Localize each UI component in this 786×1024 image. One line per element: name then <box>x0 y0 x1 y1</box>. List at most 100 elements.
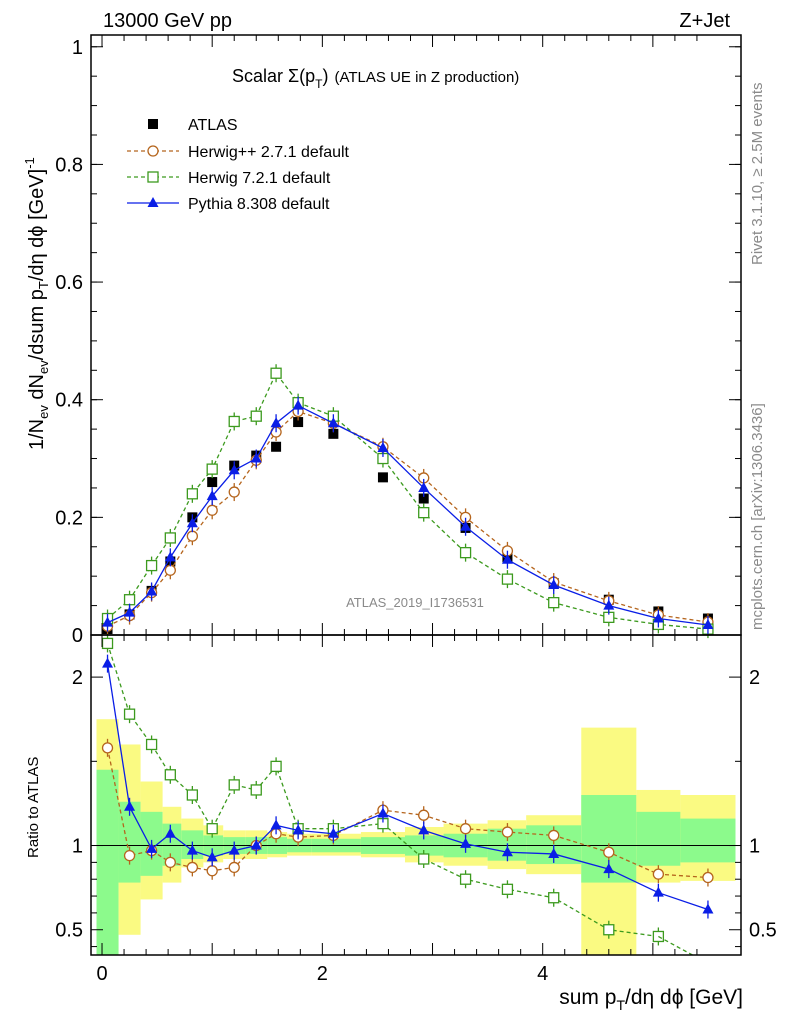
pythia-point <box>292 824 304 835</box>
pythia-point <box>460 520 472 531</box>
herwig7-point <box>123 594 136 606</box>
herwigpp-point <box>501 826 514 838</box>
pythia-point <box>603 863 615 874</box>
band-inner-segment <box>636 811 681 866</box>
pythia-point <box>292 399 304 410</box>
legend-item-herwigpp: Herwig++ 2.7.1 default <box>127 144 350 161</box>
herwig7-point <box>270 760 282 773</box>
pythia-point <box>548 579 560 589</box>
band-inner-segment <box>96 769 119 955</box>
pythia-point <box>146 585 158 596</box>
atlas-data-point <box>377 472 388 483</box>
x-axis-label: sum pT/dη dϕ [GeV] <box>559 986 743 1013</box>
herwigpp-point <box>206 865 218 877</box>
pythia-point <box>147 197 159 207</box>
atlas-data-point <box>271 441 282 452</box>
main-y-tick-label: 0.4 <box>55 390 83 412</box>
legend: ATLAS Herwig++ 2.7.1 default Herwig 7.2.1 … <box>127 117 350 213</box>
herwigpp-point <box>123 849 136 862</box>
pythia-point <box>548 847 560 858</box>
herwig7-point <box>186 789 199 801</box>
atlas-data-point <box>207 477 218 488</box>
pythia-point <box>501 553 513 564</box>
herwigpp-point <box>418 809 430 821</box>
herwig7-point <box>603 924 615 936</box>
pythia-point <box>186 517 198 528</box>
main-y-tick-label: 1 <box>72 37 83 59</box>
plot-title: Scalar Σ(pT) (ATLAS UE in Z production) <box>232 66 519 91</box>
pythia-point <box>418 824 430 835</box>
legend-item-herwig7: Herwig 7.2.1 default <box>127 170 331 187</box>
ratio-y-tick-label-left: 2 <box>72 667 83 689</box>
plot-title-sub: T <box>315 77 323 91</box>
herwigpp-point <box>702 871 714 884</box>
atlas-data-point <box>148 119 158 129</box>
herwig7-point <box>548 596 560 609</box>
pythia-point <box>501 846 513 857</box>
pythia-point <box>186 844 198 855</box>
ratio-y-tick-label-right: 2 <box>749 667 760 689</box>
herwigpp-point <box>206 504 218 516</box>
legend-label: Herwig++ 2.7.1 default <box>188 144 350 161</box>
herwig7-point <box>123 708 136 720</box>
herwigpp-point <box>459 823 472 835</box>
herwig7-point <box>459 873 472 885</box>
legend-item-atlas: ATLAS <box>148 117 238 134</box>
pythia-point <box>102 657 114 668</box>
pythia-point <box>206 851 218 862</box>
herwig7-point <box>164 532 176 544</box>
pythia-point <box>206 490 218 501</box>
herwig7-point <box>164 769 176 781</box>
pythia-line <box>107 404 709 626</box>
x-tick-label: 4 <box>537 963 548 985</box>
herwigpp-point <box>101 742 114 754</box>
pythia-point <box>377 441 389 452</box>
pythia-point <box>327 417 339 428</box>
pythia-point <box>124 800 136 811</box>
pythia-point <box>124 606 136 617</box>
plot-title-close: ) <box>323 66 329 86</box>
pythia-point <box>146 842 158 853</box>
atlas-data-point <box>293 417 304 428</box>
header-left: 13000 GeV pp <box>103 10 232 32</box>
header-right: Z+Jet <box>679 10 730 32</box>
ratio-y-tick-label-right: 1 <box>749 836 760 858</box>
herwigpp-point <box>164 856 176 869</box>
x-tick-label: 0 <box>96 963 107 985</box>
mcplots-credit-text: mcplots.cern.ch [arXiv:1306.3436] <box>749 403 766 630</box>
ratio-y-tick-label-left: 1 <box>72 836 83 858</box>
pythia-point <box>702 903 714 914</box>
herwig7-point <box>145 738 158 751</box>
herwig7-point <box>459 546 472 559</box>
herwig7-line <box>107 371 709 630</box>
herwig7-point <box>501 573 514 585</box>
pythia-point <box>250 839 262 850</box>
pythia-series <box>102 396 714 634</box>
herwigpp-point <box>228 486 240 498</box>
herwig7-point <box>548 892 560 904</box>
herwigpp-point <box>603 846 615 858</box>
herwig7-point <box>250 784 262 796</box>
main-y-tick-label: 0 <box>72 625 83 647</box>
pythia-ratio-series <box>102 654 714 919</box>
rivet-version-text: Rivet 3.1.10, ≥ 2.5M events <box>749 83 766 266</box>
pythia-point <box>270 819 282 830</box>
herwigpp-line <box>107 410 709 627</box>
pythia-point <box>164 827 176 838</box>
axis-ticks: 0 0.2 0.4 0.6 0.8 1 0.5 0.5 1 1 2 2 0 2 4 <box>55 35 777 985</box>
pythia-point <box>603 599 615 610</box>
herwig7-point <box>145 559 158 572</box>
herwigpp-point <box>147 145 159 157</box>
herwigpp-point <box>186 530 199 542</box>
pythia-point <box>652 886 664 897</box>
herwig7-point <box>250 410 262 422</box>
ratio-panel-frame <box>90 634 742 956</box>
legend-label: Herwig 7.2.1 default <box>188 170 331 187</box>
pythia-point <box>377 807 389 818</box>
pythia-point <box>164 551 176 562</box>
atlas-data-point <box>328 428 339 439</box>
atlas-data-point <box>418 493 429 504</box>
herwig7-point <box>186 488 199 500</box>
main-y-tick-label: 0.6 <box>55 272 83 294</box>
series-layer <box>101 364 714 956</box>
